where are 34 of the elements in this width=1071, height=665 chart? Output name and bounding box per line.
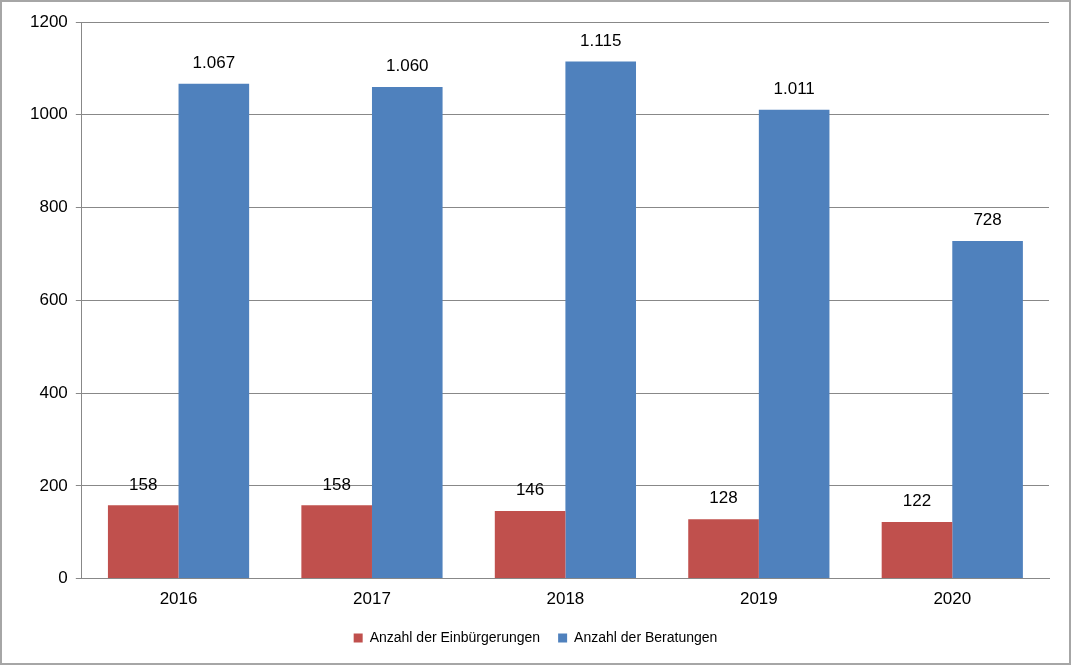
- data-label: 1.067: [192, 52, 236, 72]
- y-tick-label: 400: [39, 382, 68, 402]
- x-tick-label: 2019: [739, 589, 778, 609]
- x-tick-label: 2018: [546, 589, 585, 609]
- data-label: 1.115: [580, 30, 622, 50]
- data-label: 1.011: [773, 78, 815, 98]
- y-tick-label: 1000: [29, 104, 68, 124]
- bar: [952, 240, 1023, 579]
- bar: [301, 505, 372, 579]
- bar: [494, 510, 566, 579]
- bar: [565, 61, 637, 579]
- bar: [758, 109, 830, 579]
- data-label: 146: [515, 480, 545, 500]
- y-tick-label: 600: [39, 289, 68, 309]
- y-tick-label: 1200: [29, 11, 68, 31]
- legend-label: Anzahl der Einbürgerungen: [369, 628, 541, 645]
- bar: [178, 83, 250, 579]
- bar: [107, 505, 179, 579]
- data-label: 158: [322, 474, 351, 494]
- y-tick-label: 200: [39, 475, 68, 495]
- bar: [371, 86, 443, 579]
- bar: [688, 519, 759, 579]
- data-label: 728: [973, 210, 1002, 230]
- legend-label: Anzahl der Beratungen: [574, 628, 718, 645]
- data-label: 158: [129, 474, 158, 494]
- data-label: 122: [902, 491, 932, 511]
- data-label: 128: [709, 488, 738, 508]
- data-label: 1.060: [386, 56, 429, 76]
- bar: [881, 522, 953, 579]
- x-tick-label: 2020: [933, 589, 972, 609]
- x-tick-label: 2016: [159, 589, 198, 609]
- x-tick-label: 2017: [353, 589, 391, 609]
- y-tick-label: 800: [39, 197, 68, 217]
- y-tick-label: 0: [58, 568, 68, 588]
